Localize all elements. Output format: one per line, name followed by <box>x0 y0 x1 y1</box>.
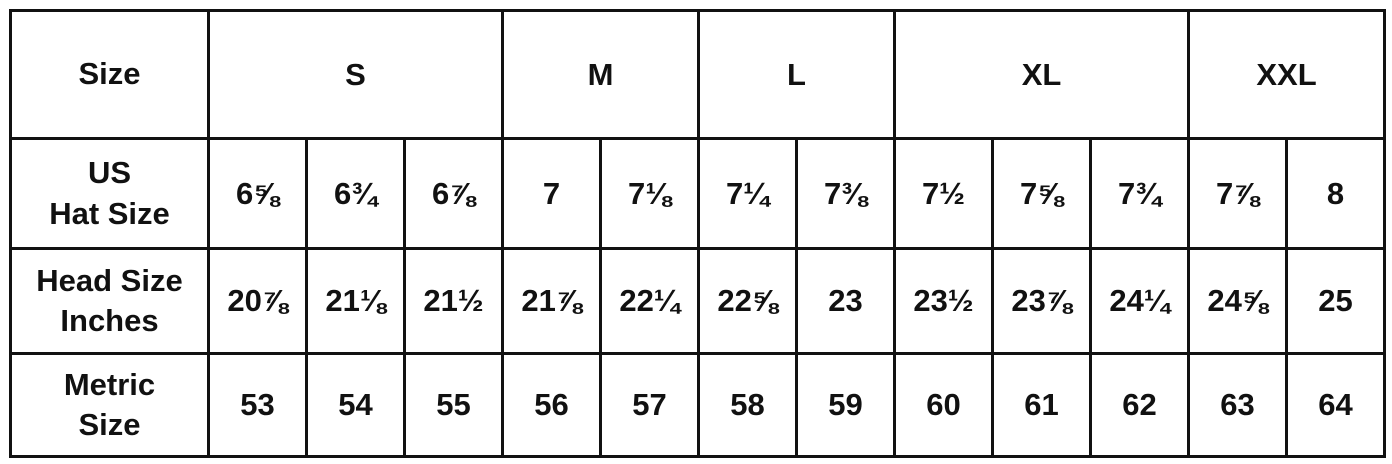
table-cell: 21⅛ <box>305 247 406 355</box>
size-xxl: XXL <box>1187 9 1386 140</box>
table-cell: 60 <box>893 352 994 458</box>
table-cell: 7¼ <box>697 137 798 250</box>
size-header-label: Size <box>9 9 210 140</box>
size-xl: XL <box>893 9 1190 140</box>
table-cell: 7⅜ <box>795 137 896 250</box>
row-label: Metric Size <box>9 352 210 458</box>
table-cell: 6⅝ <box>207 137 308 250</box>
table-cell: 20⅞ <box>207 247 308 355</box>
table-cell: 54 <box>305 352 406 458</box>
table-cell: 61 <box>991 352 1092 458</box>
table-cell: 24⅝ <box>1187 247 1288 355</box>
table-cell: 62 <box>1089 352 1190 458</box>
table-cell: 56 <box>501 352 602 458</box>
table-cell: 8 <box>1285 137 1386 250</box>
table-cell: 21½ <box>403 247 504 355</box>
table-cell: 64 <box>1285 352 1386 458</box>
table-cell: 23½ <box>893 247 994 355</box>
table-cell: 57 <box>599 352 700 458</box>
size-header-row: Size S M L XL XXL <box>9 9 1386 140</box>
row-label: Head Size Inches <box>9 247 210 355</box>
size-m: M <box>501 9 700 140</box>
table-cell: 59 <box>795 352 896 458</box>
hat-size-chart: Size S M L XL XXL US Hat Size 6⅝ 6¾ 6⅞ 7 7⅛ 7¼… <box>9 9 1386 458</box>
table-cell: 6⅞ <box>403 137 504 250</box>
table-cell: 6¾ <box>305 137 406 250</box>
table-cell: 63 <box>1187 352 1288 458</box>
size-l: L <box>697 9 896 140</box>
metric-size-row: Metric Size 53 54 55 56 57 58 59 60 61 62 63 64 <box>9 352 1386 458</box>
table-cell: 53 <box>207 352 308 458</box>
table-cell: 22⅝ <box>697 247 798 355</box>
row-label: US Hat Size <box>9 137 210 250</box>
table-cell: 7⅝ <box>991 137 1092 250</box>
table-cell: 23⅞ <box>991 247 1092 355</box>
head-size-inches-row: Head Size Inches 20⅞ 21⅛ 21½ 21⅞ 22¼ 22⅝ 23 23½ 2… <box>9 247 1386 355</box>
table-cell: 58 <box>697 352 798 458</box>
table-cell: 22¼ <box>599 247 700 355</box>
us-hat-size-row: US Hat Size 6⅝ 6¾ 6⅞ 7 7⅛ 7¼ 7⅜ 7½ 7⅝ 7¾ 7⅞ 8 <box>9 137 1386 250</box>
table-cell: 25 <box>1285 247 1386 355</box>
table-cell: 7¾ <box>1089 137 1190 250</box>
table-cell: 23 <box>795 247 896 355</box>
table-cell: 24¼ <box>1089 247 1190 355</box>
table-cell: 21⅞ <box>501 247 602 355</box>
table-cell: 7⅛ <box>599 137 700 250</box>
table-cell: 7 <box>501 137 602 250</box>
table-cell: 7⅞ <box>1187 137 1288 250</box>
size-s: S <box>207 9 504 140</box>
table-cell: 55 <box>403 352 504 458</box>
table-cell: 7½ <box>893 137 994 250</box>
